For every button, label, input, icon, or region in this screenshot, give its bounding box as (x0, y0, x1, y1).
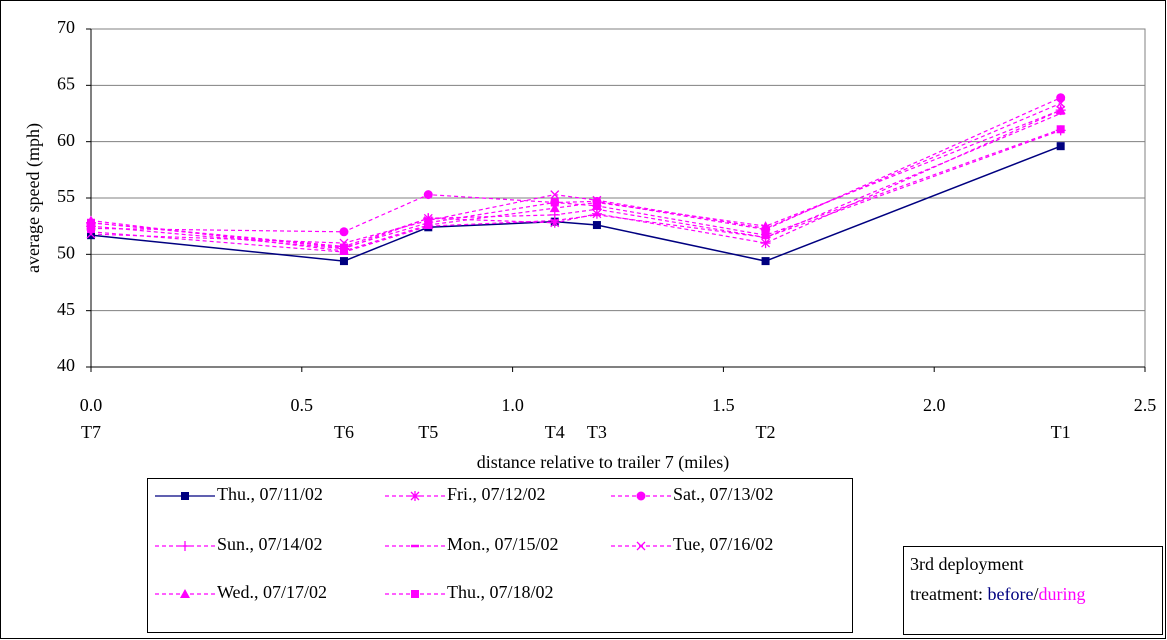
y-tick-label: 55 (57, 186, 75, 206)
marker (1056, 142, 1065, 151)
y-tick-label: 45 (57, 299, 75, 319)
marker (181, 492, 189, 500)
marker (761, 231, 770, 240)
marker (550, 198, 559, 207)
marker (339, 257, 348, 266)
trailer-label: T7 (81, 422, 101, 442)
legend-label: Wed., 07/17/02 (217, 582, 327, 602)
legend-label: Sat., 07/13/02 (673, 484, 774, 504)
marker (1056, 93, 1066, 103)
marker-shape (761, 231, 770, 240)
marker-shape (339, 257, 348, 266)
marker-shape (423, 190, 433, 200)
marker-shape (592, 221, 601, 230)
note-prefix: treatment: (910, 584, 987, 604)
marker-shape (760, 238, 771, 249)
marker-shape (339, 243, 348, 252)
x-axis-label: distance relative to trailer 7 (miles) (477, 452, 729, 473)
marker-shape (1056, 142, 1065, 151)
y-tick-label: 40 (57, 355, 75, 375)
x-tick-label: 0.5 (291, 395, 314, 415)
marker-shape (636, 541, 646, 551)
marker (1056, 125, 1065, 134)
y-tick-label: 70 (57, 17, 75, 37)
marker-shape (410, 491, 420, 501)
marker-shape (1056, 125, 1065, 134)
note-before: before (987, 584, 1033, 604)
legend (147, 478, 853, 633)
marker-shape (761, 257, 770, 266)
marker (636, 541, 646, 551)
legend-label: Tue, 07/16/02 (673, 534, 773, 554)
trailer-label: T6 (334, 422, 354, 442)
y-tick-label: 60 (57, 130, 75, 150)
marker (86, 229, 96, 239)
marker-shape (180, 541, 190, 551)
marker (592, 201, 601, 210)
marker (339, 243, 348, 252)
trailer-label: T5 (418, 422, 438, 442)
marker (760, 238, 771, 249)
x-tick-label: 1.0 (501, 395, 524, 415)
note-sep: / (1033, 584, 1038, 604)
marker-shape (1055, 105, 1066, 115)
marker-shape (181, 492, 189, 500)
marker (339, 227, 349, 237)
x-tick-label: 2.0 (923, 395, 946, 415)
marker (424, 218, 433, 227)
trailer-label: T1 (1051, 422, 1071, 442)
legend-label: Thu., 07/18/02 (447, 582, 554, 602)
marker-shape (87, 231, 95, 240)
marker-shape (1056, 93, 1066, 103)
trailer-label: T4 (545, 422, 565, 442)
marker (1056, 98, 1066, 108)
marker (1055, 105, 1066, 115)
x-tick-label: 0.0 (80, 395, 103, 415)
x-tick-label: 2.5 (1134, 395, 1157, 415)
legend-label: Mon., 07/15/02 (447, 534, 559, 554)
marker-shape (339, 227, 349, 237)
marker-shape (86, 229, 96, 239)
marker (636, 491, 646, 501)
marker (180, 589, 190, 598)
trailer-label: T2 (756, 422, 776, 442)
marker-shape (549, 217, 560, 228)
marker-shape (636, 491, 646, 501)
marker-shape (549, 203, 560, 213)
marker-shape (1056, 98, 1066, 108)
marker (592, 221, 601, 230)
marker-shape (87, 218, 95, 227)
marker-shape (592, 201, 601, 210)
marker (180, 541, 190, 551)
marker (411, 590, 419, 598)
marker-shape (411, 590, 419, 598)
x-tick-label: 1.5 (712, 395, 735, 415)
y-tick-label: 50 (57, 242, 75, 262)
trailer-label: T3 (587, 422, 607, 442)
y-tick-label: 65 (57, 73, 75, 93)
marker (410, 491, 420, 501)
marker (87, 218, 95, 227)
marker (549, 217, 560, 228)
note-during: during (1038, 584, 1085, 604)
marker-shape (760, 221, 771, 231)
marker (87, 231, 95, 240)
marker (423, 190, 433, 200)
marker-shape (550, 190, 560, 200)
marker (549, 203, 560, 213)
marker-shape (424, 218, 433, 227)
marker (760, 221, 771, 231)
legend-label: Sun., 07/14/02 (217, 534, 323, 554)
marker-shape (550, 198, 559, 207)
y-axis-label: average speed (mph) (23, 123, 44, 273)
marker (550, 190, 560, 200)
marker (761, 257, 770, 266)
legend-label: Fri., 07/12/02 (447, 484, 546, 504)
marker-shape (180, 589, 190, 598)
legend-label: Thu., 07/11/02 (217, 484, 323, 504)
note-title: 3rd deployment (910, 554, 1023, 574)
note-text: treatment: before/during (910, 584, 1085, 604)
note-box (903, 546, 1163, 635)
